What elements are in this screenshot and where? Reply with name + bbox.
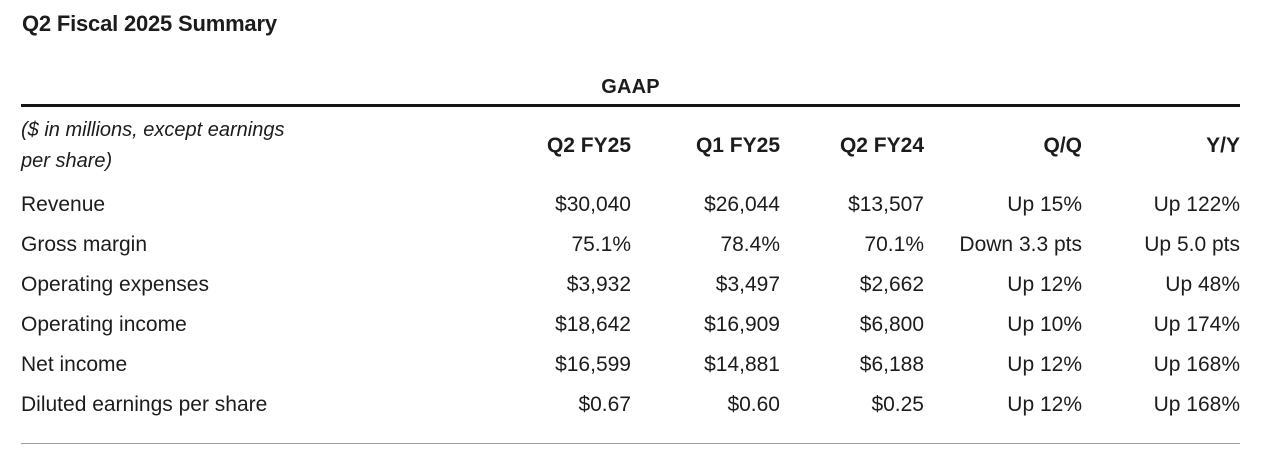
table-row: Gross margin 75.1% 78.4% 70.1% Down 3.3 …: [21, 225, 1240, 265]
cell-value: Down 3.3 pts: [959, 233, 1082, 256]
cell-value: $3,497: [715, 273, 780, 296]
cell-value: $30,040: [555, 193, 631, 216]
cell-value: Up 10%: [1007, 313, 1082, 336]
cell-value: $6,800: [859, 313, 924, 336]
gaap-summary-table: ($ in millions, except earnings per shar…: [21, 107, 1240, 425]
cell-value: $6,188: [859, 353, 924, 376]
row-label: Diluted earnings per share: [21, 393, 268, 416]
cell-value: $18,642: [555, 313, 631, 336]
table-header-row: ($ in millions, except earnings per shar…: [21, 107, 1240, 185]
col-header-yy: Y/Y: [1206, 134, 1240, 157]
cell-value: $0.60: [727, 393, 780, 416]
cell-value: $14,881: [704, 353, 780, 376]
cell-value: 70.1%: [864, 233, 924, 256]
cell-value: Up 12%: [1007, 353, 1082, 376]
units-note-line2: per share): [21, 150, 113, 172]
cell-value: 78.4%: [720, 233, 780, 256]
cell-value: $0.25: [871, 393, 924, 416]
cell-value: $16,909: [704, 313, 780, 336]
units-note-line1: ($ in millions, except earnings: [21, 119, 285, 141]
row-label: Gross margin: [21, 233, 148, 256]
table-row: Operating income $18,642 $16,909 $6,800 …: [21, 305, 1240, 345]
col-header-q2fy25: Q2 FY25: [546, 134, 631, 157]
cell-value: Up 122%: [1153, 193, 1240, 216]
cell-value: $3,932: [566, 273, 631, 296]
cell-value: $16,599: [555, 353, 631, 376]
cell-value: Up 48%: [1165, 273, 1240, 296]
col-header-qq: Q/Q: [1043, 134, 1082, 157]
cell-value: $0.67: [578, 393, 631, 416]
row-label: Operating expenses: [21, 273, 209, 296]
cell-value: Up 5.0 pts: [1144, 233, 1240, 256]
section-header-gaap: GAAP: [601, 76, 660, 98]
cell-value: Up 15%: [1007, 193, 1082, 216]
table-top-rule: [21, 104, 1240, 107]
cell-value: $13,507: [848, 193, 924, 216]
cell-value: Up 174%: [1153, 313, 1240, 336]
cell-value: Up 168%: [1153, 393, 1240, 416]
page-title: Q2 Fiscal 2025 Summary: [22, 11, 277, 36]
cell-value: $2,662: [859, 273, 924, 296]
table-row: Net income $16,599 $14,881 $6,188 Up 12%…: [21, 345, 1240, 385]
cell-value: 75.1%: [571, 233, 631, 256]
cell-value: Up 12%: [1007, 393, 1082, 416]
row-label: Operating income: [21, 313, 187, 336]
row-label: Net income: [21, 353, 128, 376]
table-row: Diluted earnings per share $0.67 $0.60 $…: [21, 385, 1240, 425]
units-note: ($ in millions, except earnings per shar…: [21, 107, 371, 185]
cell-value: $26,044: [704, 193, 780, 216]
table-row: Operating expenses $3,932 $3,497 $2,662 …: [21, 265, 1240, 305]
row-label: Revenue: [21, 193, 106, 216]
col-header-q2fy24: Q2 FY24: [839, 134, 924, 157]
col-header-q1fy25: Q1 FY25: [695, 134, 780, 157]
cell-value: Up 12%: [1007, 273, 1082, 296]
cell-value: Up 168%: [1153, 353, 1240, 376]
table-bottom-rule: [21, 443, 1240, 444]
table-row: Revenue $30,040 $26,044 $13,507 Up 15% U…: [21, 185, 1240, 225]
